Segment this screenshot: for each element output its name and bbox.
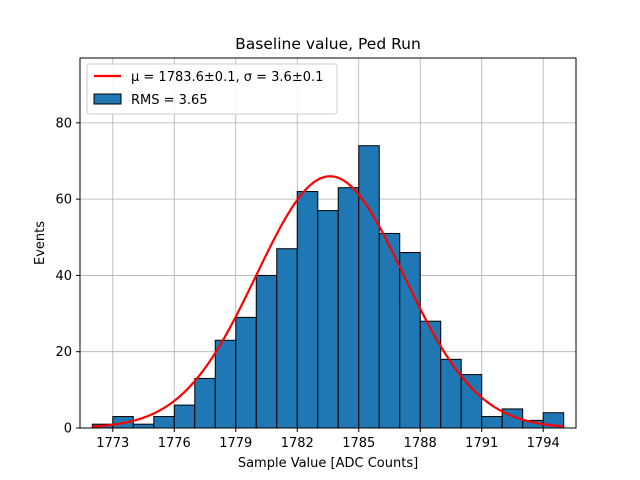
y-tick-label: 60 [55, 193, 72, 208]
histogram-bar [296, 191, 319, 429]
histogram-bar [276, 248, 298, 429]
legend-histogram-label: RMS = 3.65 [131, 93, 208, 108]
y-tick-label: 20 [55, 345, 72, 360]
plot-frame [79, 57, 577, 429]
histogram-bar [358, 145, 380, 429]
x-tick-label: 1785 [342, 436, 375, 451]
legend: μ = 1783.6±0.1, σ = 3.6±0.1 RMS = 3.65 [86, 63, 338, 115]
histogram-bar [317, 210, 339, 429]
x-tick-label: 1788 [404, 436, 437, 451]
histogram-bar [235, 316, 257, 429]
x-tick-label: 1779 [219, 436, 252, 451]
histogram-bar [440, 358, 462, 429]
x-tick-label: 1776 [158, 436, 191, 451]
histogram-bar [173, 404, 196, 429]
chart-title: Baseline value, Ped Run [235, 35, 421, 53]
legend-box [86, 63, 338, 115]
x-tick-label: 1791 [465, 436, 498, 451]
y-tick-label: 80 [55, 116, 72, 131]
y-tick-label: 0 [64, 422, 72, 437]
histogram-bar [194, 377, 216, 429]
histogram-bar [481, 416, 503, 429]
x-axis-label: Sample Value [ADC Counts] [238, 456, 418, 471]
histogram-bar [337, 187, 360, 429]
x-tick-label: 1773 [96, 436, 129, 451]
axis-ticks: 1773 1776 1779 1782 1785 1788 1791 1794 0 20 40 60 8… [55, 116, 559, 451]
histogram-bar [399, 252, 421, 429]
y-axis-label: Events [33, 221, 48, 265]
y-tick-label: 40 [55, 269, 72, 284]
legend-fit-label: μ = 1783.6±0.1, σ = 3.6±0.1 [131, 70, 323, 85]
gaussian-fit-curve [92, 175, 564, 428]
histogram-bar [460, 374, 483, 429]
histogram-bar [419, 320, 442, 429]
legend-histogram-patch [93, 93, 122, 105]
histogram-bar [255, 274, 278, 429]
histogram-bar [214, 339, 237, 429]
histogram-bar [132, 423, 155, 429]
x-tick-label: 1782 [281, 436, 314, 451]
x-tick-label: 1794 [527, 436, 560, 451]
histogram-bar [153, 416, 175, 429]
